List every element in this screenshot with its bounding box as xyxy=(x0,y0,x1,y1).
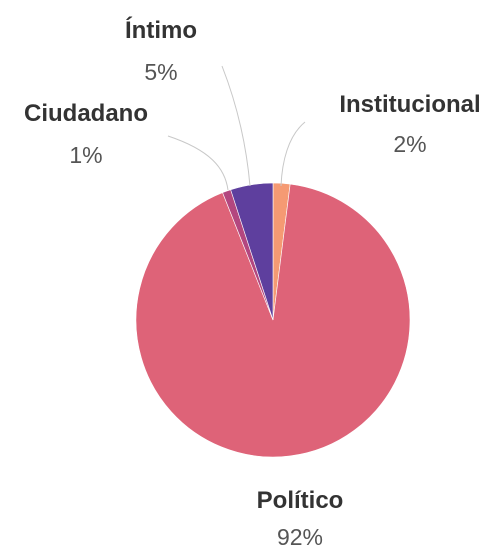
pie-slice-politico xyxy=(135,183,411,458)
leader-line-institucional xyxy=(280,121,306,187)
pie-slice-intimo xyxy=(230,182,274,321)
value-institucional: 2% xyxy=(393,131,426,157)
label-intimo: Íntimo xyxy=(125,16,197,44)
value-intimo: 5% xyxy=(144,59,177,85)
leader-line-intimo xyxy=(221,65,251,187)
label-institucional: Institucional xyxy=(339,91,480,118)
value-ciudadano: 1% xyxy=(69,142,102,168)
leader-line-ciudadano xyxy=(167,135,229,191)
data-labels: Institucional 2% Político 92% Ciudadano … xyxy=(24,16,481,550)
value-politico: 92% xyxy=(277,524,323,550)
pie-slices xyxy=(135,182,411,458)
leader-lines xyxy=(167,65,306,191)
label-ciudadano: Ciudadano xyxy=(24,100,148,127)
label-politico: Político xyxy=(257,487,344,514)
